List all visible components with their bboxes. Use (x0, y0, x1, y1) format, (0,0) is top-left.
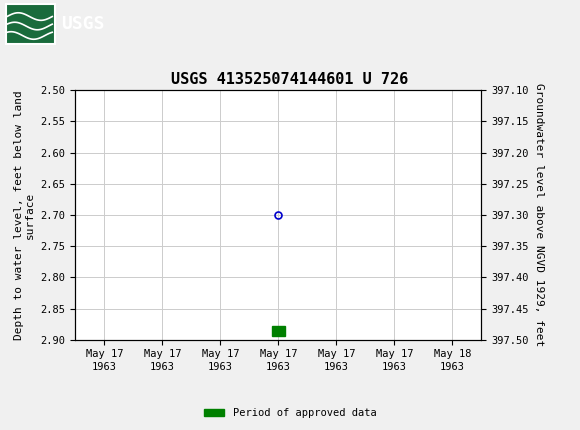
Y-axis label: Depth to water level, feet below land
surface: Depth to water level, feet below land su… (13, 90, 35, 340)
Legend: Period of approved data: Period of approved data (200, 404, 380, 423)
Y-axis label: Groundwater level above NGVD 1929, feet: Groundwater level above NGVD 1929, feet (534, 83, 544, 347)
Text: USGS 413525074144601 U 726: USGS 413525074144601 U 726 (171, 72, 409, 87)
FancyBboxPatch shape (6, 4, 55, 43)
Bar (272, 326, 285, 336)
Text: USGS: USGS (61, 15, 104, 33)
